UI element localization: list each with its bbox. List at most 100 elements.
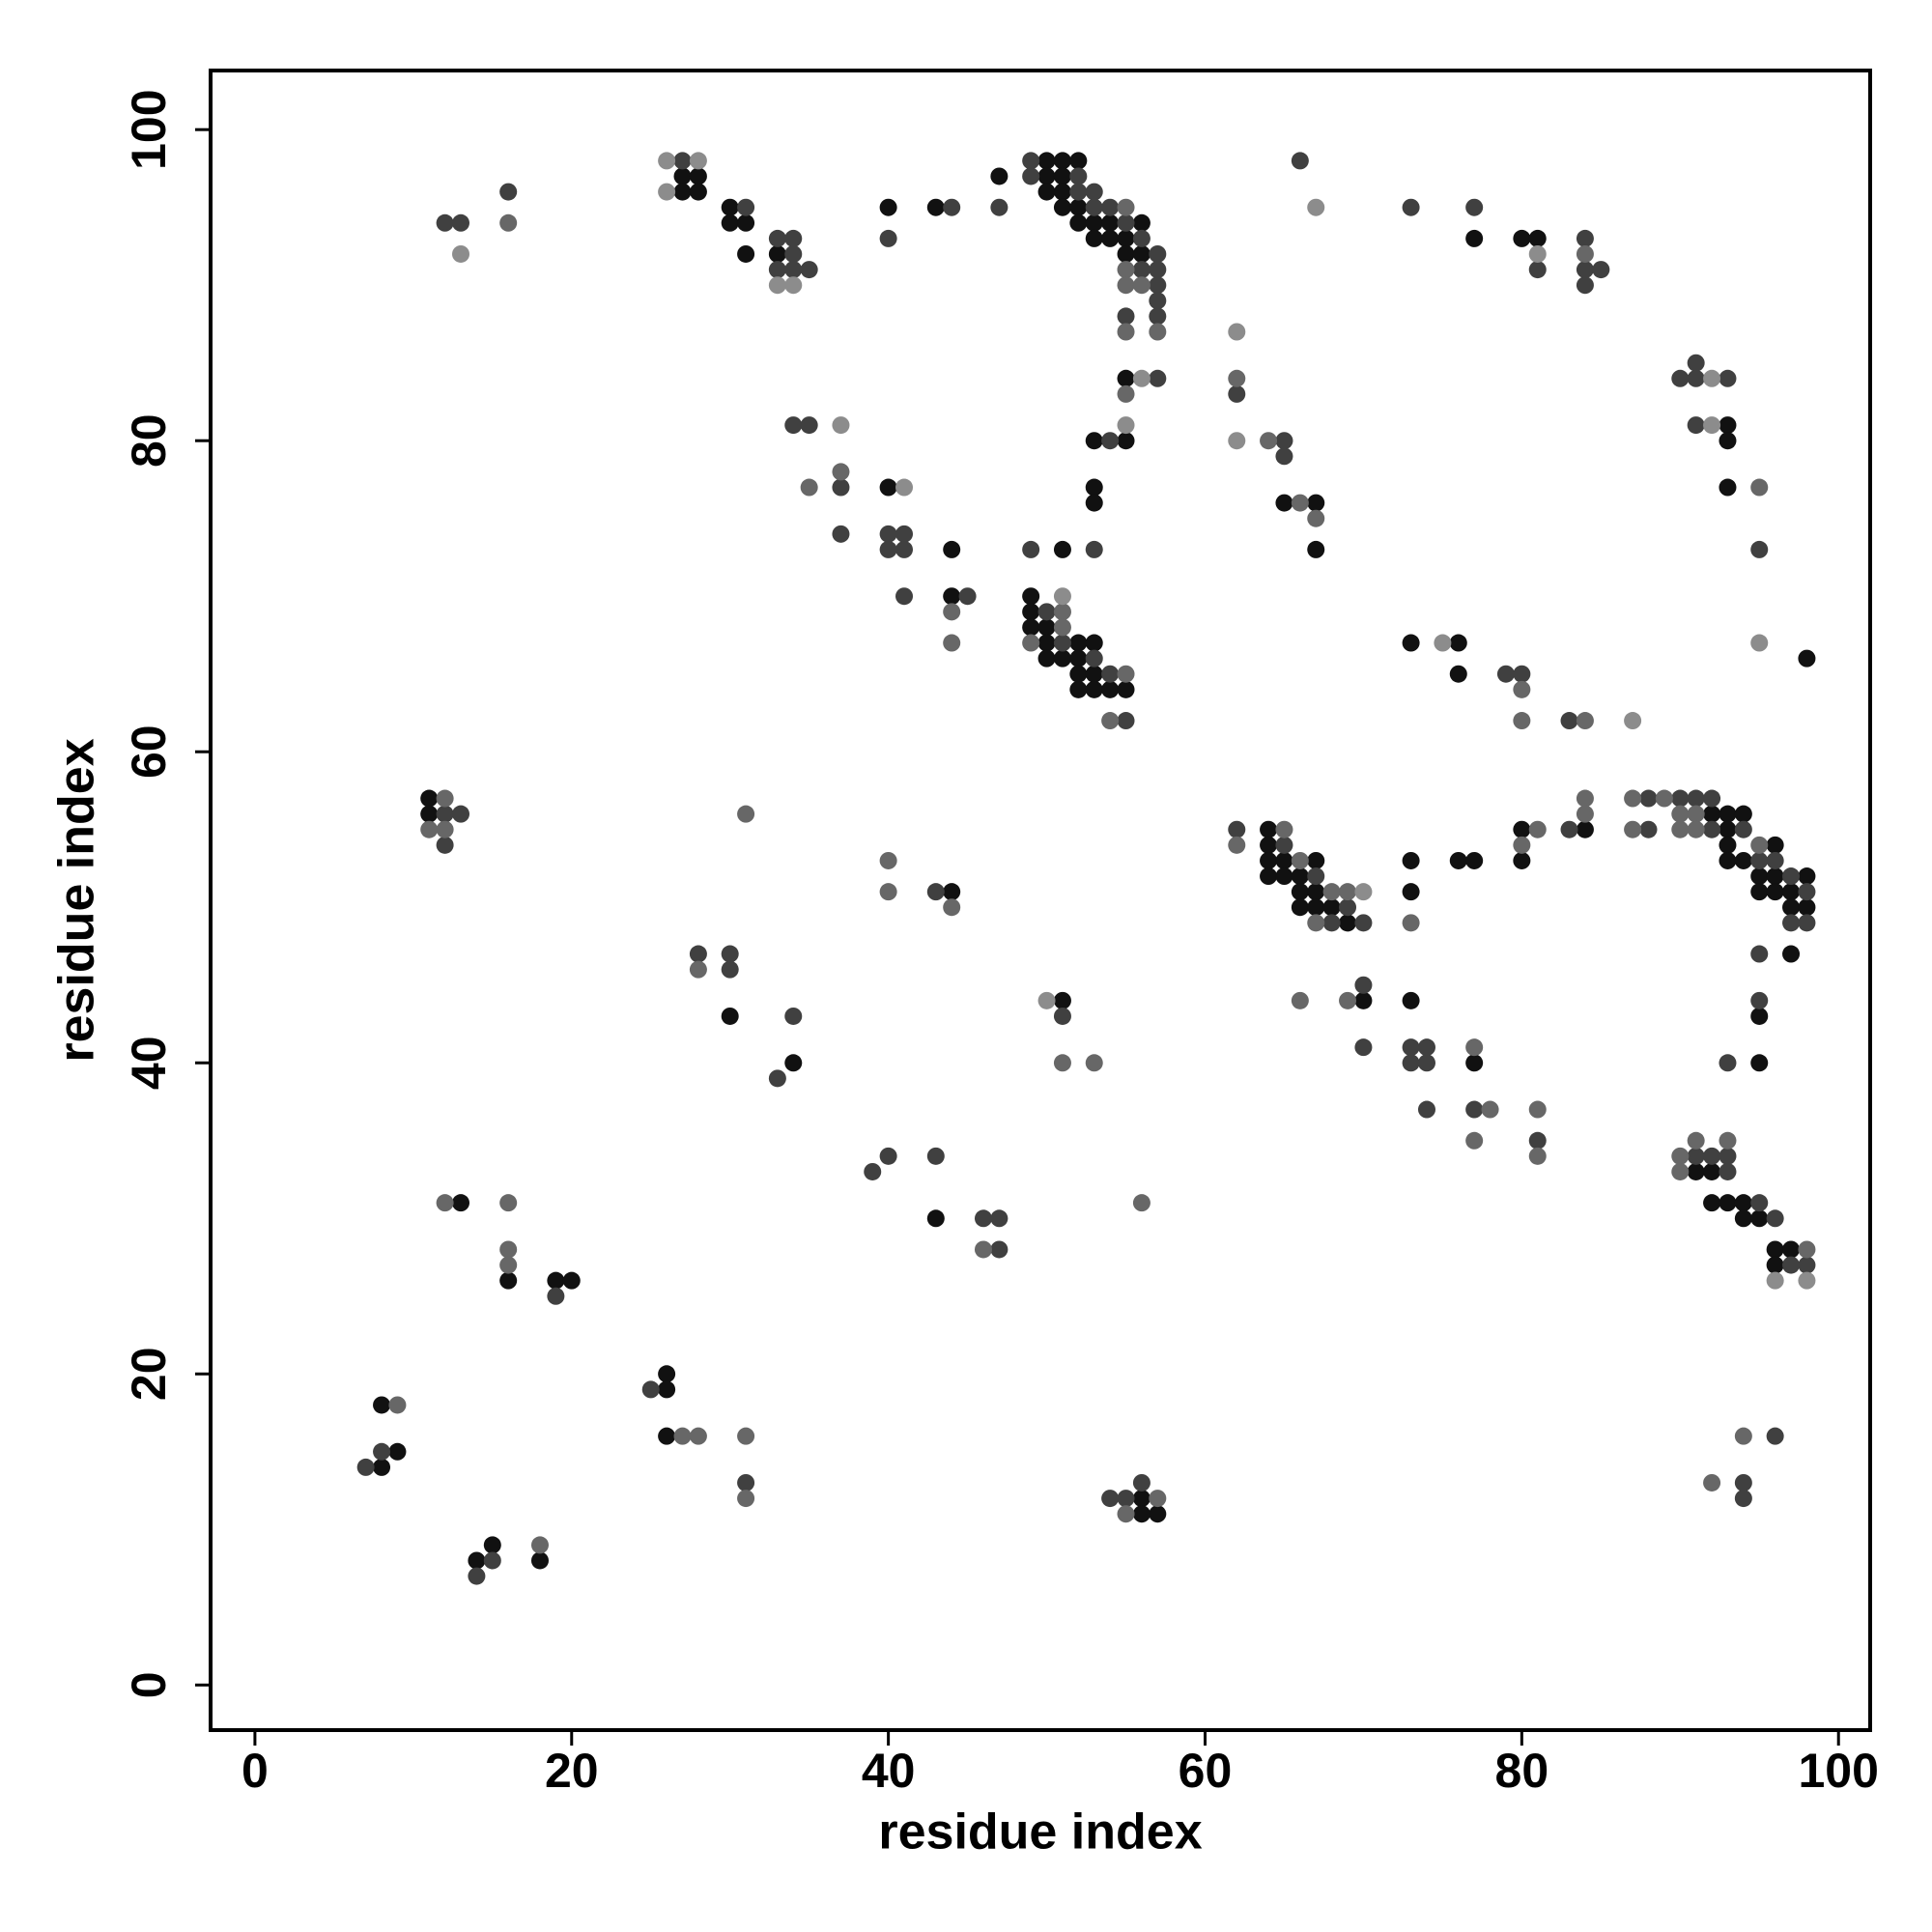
contact-point: [1069, 213, 1088, 232]
contact-point: [1069, 634, 1088, 652]
contact-point: [1671, 805, 1690, 823]
contact-point: [768, 261, 786, 279]
contact-point: [1117, 229, 1135, 247]
contact-point: [1101, 229, 1120, 247]
contact-point: [547, 1287, 565, 1305]
x-tick-label: 40: [862, 1744, 916, 1798]
contact-point: [926, 883, 945, 901]
contact-point: [721, 960, 739, 979]
contact-point: [1703, 1194, 1721, 1212]
contact-point: [1639, 820, 1658, 838]
contact-point: [1766, 1209, 1784, 1228]
contact-point: [879, 229, 897, 247]
contact-point: [1117, 244, 1135, 263]
contact-point: [1149, 276, 1167, 295]
contact-point: [1528, 244, 1547, 263]
contact-point: [1734, 1194, 1752, 1212]
contact-point: [1576, 712, 1594, 730]
contact-point: [530, 1536, 549, 1554]
contact-point: [1275, 836, 1293, 854]
contact-point: [832, 525, 850, 543]
contact-point: [1132, 229, 1151, 247]
contact-point: [1275, 447, 1293, 466]
contact-point: [737, 1490, 755, 1508]
contact-point: [1528, 1147, 1547, 1165]
contact-point: [1719, 1147, 1737, 1165]
x-tick-label: 100: [1798, 1744, 1878, 1798]
contact-point: [1260, 820, 1278, 838]
contact-point: [689, 183, 707, 201]
contact-point: [1354, 991, 1373, 1009]
contact-point: [468, 1551, 486, 1570]
contact-point: [1624, 789, 1642, 808]
contact-point: [1022, 587, 1040, 606]
contact-point: [879, 540, 897, 558]
contact-point: [1703, 1147, 1721, 1165]
contact-point: [1687, 1131, 1705, 1150]
contact-point: [1291, 991, 1309, 1009]
contact-point: [1402, 991, 1420, 1009]
contact-point: [388, 1442, 407, 1461]
contact-point: [784, 1054, 803, 1072]
contact-point: [864, 1162, 882, 1180]
contact-point: [1022, 634, 1040, 652]
contact-point: [1022, 618, 1040, 637]
contact-point: [1085, 680, 1103, 698]
contact-point: [499, 1194, 518, 1212]
contact-point: [452, 1194, 470, 1212]
contact-point: [1719, 478, 1737, 497]
contact-point: [1719, 369, 1737, 387]
contact-point: [530, 1551, 549, 1570]
contact-point: [1703, 805, 1721, 823]
contact-point: [1576, 276, 1594, 295]
contact-point: [1117, 712, 1135, 730]
contact-point: [1798, 1271, 1816, 1290]
contact-point: [1339, 991, 1357, 1009]
contact-point: [784, 229, 803, 247]
contact-point: [1307, 509, 1325, 527]
contact-point: [800, 478, 818, 497]
contact-point: [1719, 1054, 1737, 1072]
contact-point: [1576, 244, 1594, 263]
contact-point: [1291, 898, 1309, 917]
contact-point: [1639, 789, 1658, 808]
contact-point: [1307, 914, 1325, 932]
contact-point: [1766, 883, 1784, 901]
contact-point: [1734, 1490, 1752, 1508]
contact-point: [1734, 851, 1752, 869]
contact-point: [879, 883, 897, 901]
contact-point: [1037, 183, 1056, 201]
contact-point: [1053, 603, 1071, 621]
contact-point: [1528, 820, 1547, 838]
contact-point: [1766, 1271, 1784, 1290]
contact-point: [1069, 680, 1088, 698]
contact-point: [1022, 540, 1040, 558]
contact-point: [1750, 1007, 1769, 1025]
contact-point: [1132, 261, 1151, 279]
contact-point: [1687, 354, 1705, 372]
contact-point: [1085, 198, 1103, 216]
contact-point: [1117, 1505, 1135, 1523]
contact-point: [373, 1458, 391, 1476]
contact-point: [1576, 261, 1594, 279]
contact-point: [1307, 198, 1325, 216]
contact-point: [1132, 1505, 1151, 1523]
contact-point: [1750, 883, 1769, 901]
contact-point: [1149, 292, 1167, 310]
contact-point: [1766, 851, 1784, 869]
contact-point: [1053, 618, 1071, 637]
contact-point: [721, 198, 739, 216]
contact-point: [1085, 478, 1103, 497]
contact-point: [1291, 867, 1309, 886]
contact-point: [1671, 820, 1690, 838]
contact-point: [990, 198, 1009, 216]
contact-point: [1275, 867, 1293, 886]
contact-point: [1560, 712, 1578, 730]
contact-point: [452, 213, 470, 232]
contact-point: [452, 244, 470, 263]
contact-point: [1053, 991, 1071, 1009]
contact-point: [943, 883, 961, 901]
contact-point: [1703, 416, 1721, 435]
contact-point: [895, 540, 914, 558]
